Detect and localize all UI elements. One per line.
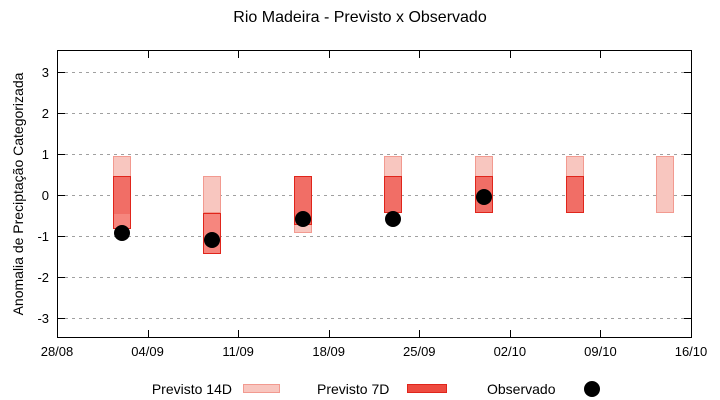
y-tick-mirror <box>684 235 691 237</box>
legend-observed-dot <box>584 381 600 397</box>
y-tick-mirror <box>684 317 691 319</box>
observed-dot <box>113 225 130 242</box>
x-tick-mirror <box>509 51 511 58</box>
legend-swatch-previsto-7d <box>407 384 447 393</box>
gridline-y <box>58 276 690 278</box>
y-tick-label: -1 <box>37 228 49 244</box>
bar-previsto-7d <box>565 176 584 213</box>
x-tick-mirror <box>57 51 58 58</box>
chart-title: Rio Madeira - Previsto x Observado <box>233 9 487 26</box>
x-tick-mirror <box>691 51 692 58</box>
x-tick-label: 04/09 <box>131 344 164 359</box>
x-tick-label: 25/09 <box>403 344 436 359</box>
x-tick <box>600 330 602 337</box>
y-tick-label: 3 <box>41 64 49 80</box>
gridline-y <box>58 112 690 114</box>
legend-swatch-previsto-14d <box>243 384 280 393</box>
bar-previsto-14d <box>656 155 675 213</box>
y-tick-mirror <box>684 194 691 196</box>
x-tick-label: 16/10 <box>674 344 708 359</box>
y-tick <box>58 194 65 196</box>
y-tick <box>58 153 65 155</box>
x-tick-mirror <box>419 51 421 58</box>
gridline-y <box>58 71 690 73</box>
y-tick-label: 0 <box>41 187 49 203</box>
y-tick-mirror <box>684 153 691 155</box>
x-tick <box>238 330 240 337</box>
y-tick-mirror <box>684 112 691 114</box>
legend-label-observado: Observado <box>487 381 556 397</box>
x-tick-label: 28/08 <box>40 344 74 359</box>
y-tick <box>58 317 65 319</box>
x-tick-mirror <box>600 51 602 58</box>
x-tick-mirror <box>328 51 330 58</box>
observed-dot <box>475 188 492 205</box>
gridline-y <box>58 194 690 196</box>
observed-dot <box>204 231 221 248</box>
x-tick <box>328 330 330 337</box>
legend-label-previsto-14d: Previsto 14D <box>151 381 232 397</box>
y-tick <box>58 112 65 114</box>
gridline-y <box>58 317 690 319</box>
gridline-y <box>58 153 690 155</box>
x-tick <box>419 330 421 337</box>
bar-previsto-14d <box>203 176 222 213</box>
observed-dot <box>294 211 311 228</box>
x-tick <box>691 330 692 337</box>
x-tick-label: 09/10 <box>584 344 617 359</box>
x-tick-mirror <box>147 51 149 58</box>
x-tick <box>509 330 511 337</box>
y-tick-mirror <box>684 276 691 278</box>
x-tick-label: 11/09 <box>222 344 254 359</box>
y-tick-label: -3 <box>37 310 49 326</box>
y-tick-label: 1 <box>41 146 49 162</box>
legend-label-previsto-7d: Previsto 7D <box>317 381 390 397</box>
y-tick-label: 2 <box>41 105 49 121</box>
x-tick <box>57 330 58 337</box>
x-tick-label: 02/10 <box>493 344 527 359</box>
x-tick-label: 18/09 <box>312 344 345 359</box>
observed-dot <box>385 211 402 228</box>
y-tick <box>58 71 65 73</box>
y-tick <box>58 235 65 237</box>
x-tick <box>147 330 149 337</box>
plot-frame <box>57 50 692 338</box>
y-tick-label: -2 <box>37 269 49 285</box>
gridline-y <box>58 235 690 237</box>
y-tick-mirror <box>684 71 691 73</box>
y-tick <box>58 276 65 278</box>
x-tick-mirror <box>238 51 240 58</box>
